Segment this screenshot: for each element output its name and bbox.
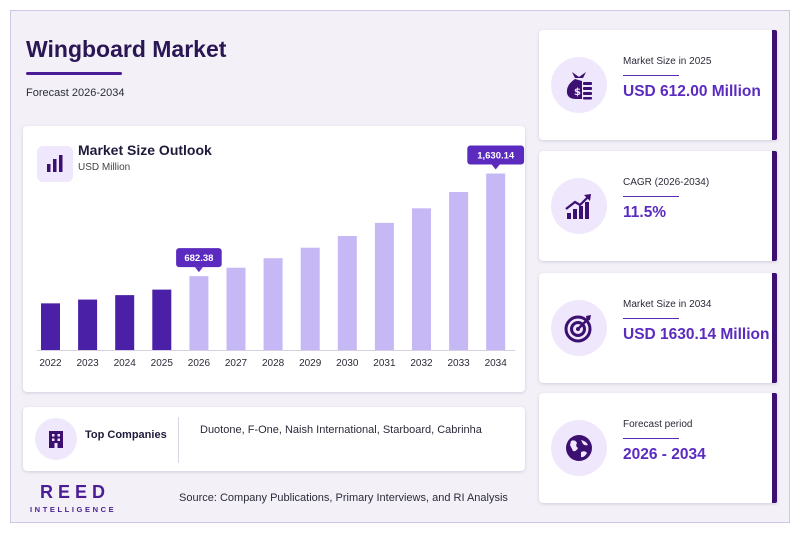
stat-value: 2026 - 2034 bbox=[623, 446, 706, 463]
bar-2033 bbox=[449, 191, 469, 350]
x-tick-label: 2026 bbox=[188, 358, 211, 369]
x-tick-label: 2028 bbox=[262, 358, 285, 369]
x-tick-label: 2024 bbox=[114, 358, 137, 369]
stat-line bbox=[623, 196, 679, 197]
stat-card-forecast-period: Forecast period 2026 - 2034 bbox=[539, 393, 777, 503]
x-tick-label: 2033 bbox=[447, 358, 470, 369]
stat-card-market-size-2025: $ Market Size in 2025 USD 612.00 Million bbox=[539, 30, 777, 140]
chart-card: 2022 2023 2024 2025 2026 2027 2028 2029 2030 2031… bbox=[23, 126, 525, 392]
target-icon bbox=[551, 300, 607, 356]
chart-unit: USD Million bbox=[78, 162, 131, 173]
x-tick-label: 2032 bbox=[410, 358, 433, 369]
bar-chart: 2022 2023 2024 2025 2026 2027 2028 2029 2030 2031… bbox=[37, 145, 525, 369]
x-tick-label: 2030 bbox=[336, 358, 359, 369]
bar-2029 bbox=[300, 247, 320, 350]
page-title: Wingboard Market bbox=[26, 36, 227, 62]
x-tick-label: 2034 bbox=[485, 358, 508, 369]
logo-tagline: INTELLIGENCE bbox=[30, 505, 117, 514]
money-bag-icon: $ bbox=[551, 57, 607, 113]
stat-value: USD 612.00 Million bbox=[623, 83, 761, 100]
bar-2026 bbox=[189, 276, 209, 350]
x-tick-label: 2022 bbox=[39, 358, 62, 369]
bar-2028 bbox=[263, 258, 283, 350]
x-tick-label: 2031 bbox=[373, 358, 396, 369]
stat-label: CAGR (2026-2034) bbox=[623, 177, 710, 188]
bar-2022 bbox=[41, 303, 60, 350]
stat-line bbox=[623, 75, 679, 76]
top-companies-card: Top Companies Duotone, F-One, Naish Inte… bbox=[23, 407, 525, 471]
source-note: Source: Company Publications, Primary In… bbox=[179, 492, 508, 504]
top-companies-list: Duotone, F-One, Naish International, Sta… bbox=[200, 424, 482, 436]
x-tick-label: 2025 bbox=[151, 358, 174, 369]
data-label: 1,630.14 bbox=[477, 151, 515, 162]
stat-value: USD 1630.14 Million bbox=[623, 326, 770, 343]
divider bbox=[178, 417, 179, 463]
title-underline bbox=[26, 72, 122, 75]
bar-2023 bbox=[78, 299, 98, 350]
stat-line bbox=[623, 438, 679, 439]
bar-2030 bbox=[337, 236, 357, 350]
data-callout: 1,630.14 bbox=[467, 145, 525, 170]
bar-2034 bbox=[486, 173, 506, 350]
bar-2025 bbox=[152, 289, 172, 350]
page-subtitle: Forecast 2026-2034 bbox=[26, 87, 125, 99]
x-tick-label: 2029 bbox=[299, 358, 322, 369]
chart-title: Market Size Outlook bbox=[78, 142, 212, 158]
stat-label: Forecast period bbox=[623, 419, 693, 430]
bar-2027 bbox=[226, 267, 246, 350]
growth-chart-icon bbox=[551, 178, 607, 234]
logo-wordmark: REED bbox=[40, 482, 111, 502]
x-tick-label: 2027 bbox=[225, 358, 248, 369]
stat-card-cagr: CAGR (2026-2034) 11.5% bbox=[539, 151, 777, 261]
stat-label: Market Size in 2025 bbox=[623, 56, 712, 67]
stat-line bbox=[623, 318, 679, 319]
building-icon bbox=[35, 418, 77, 460]
stat-card-market-size-2034: Market Size in 2034 USD 1630.14 Million bbox=[539, 273, 777, 383]
stat-label: Market Size in 2034 bbox=[623, 299, 712, 310]
stat-value: 11.5% bbox=[623, 204, 667, 221]
bar-2031 bbox=[374, 222, 394, 350]
globe-icon bbox=[551, 420, 607, 476]
top-companies-label: Top Companies bbox=[85, 429, 167, 441]
svg-text:$: $ bbox=[574, 87, 581, 98]
data-callout: 682.38 bbox=[176, 248, 222, 273]
bar-chart-icon bbox=[37, 146, 73, 182]
x-tick-label: 2023 bbox=[76, 358, 99, 369]
bar-2024 bbox=[115, 295, 135, 350]
bar-2032 bbox=[412, 208, 431, 350]
data-label: 682.38 bbox=[184, 253, 213, 264]
